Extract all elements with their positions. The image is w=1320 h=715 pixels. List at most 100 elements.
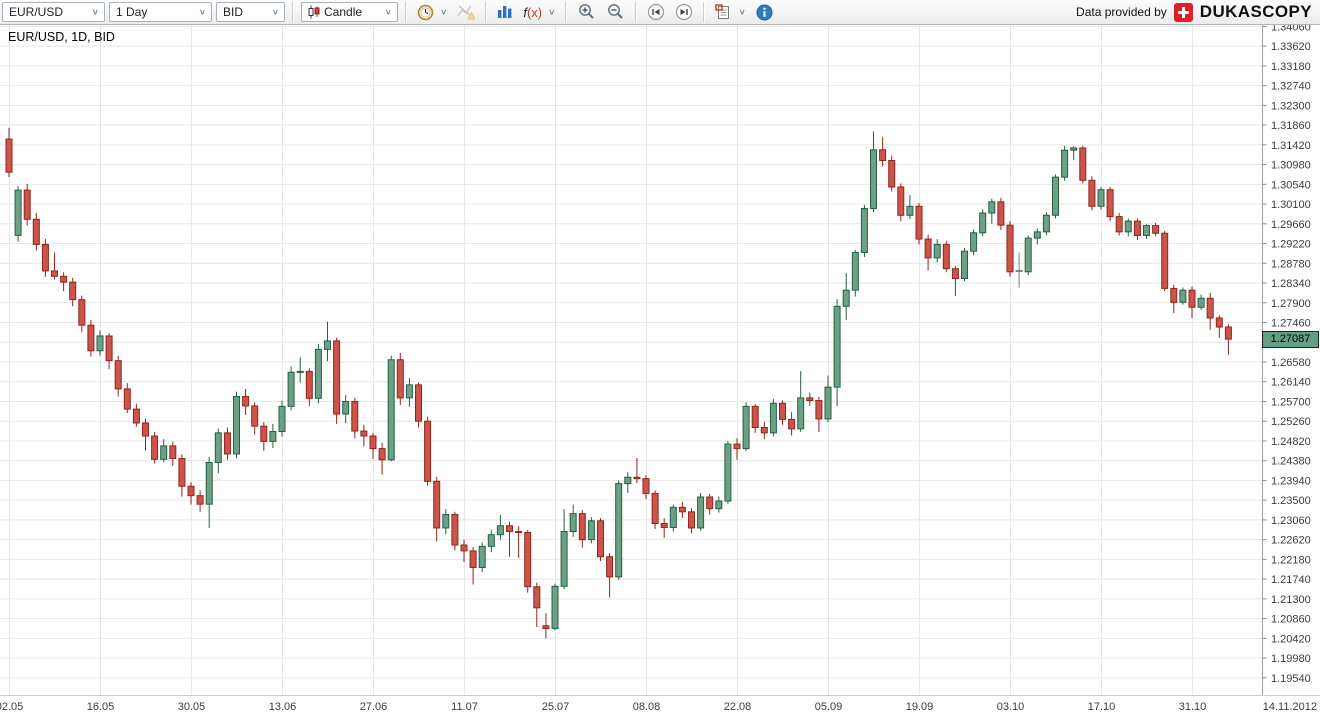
chevron-down-icon: ∨	[440, 7, 448, 17]
toolbar-separator	[292, 2, 294, 22]
svg-text:1.29220: 1.29220	[1271, 239, 1311, 251]
indicators-button[interactable]: f(x) ∨	[520, 2, 558, 22]
chevron-down-icon: ∨	[548, 7, 556, 17]
gridlines	[0, 24, 1262, 695]
chart-type-select[interactable]: Candle ∨	[301, 2, 398, 22]
svg-text:1.23060: 1.23060	[1271, 515, 1311, 527]
zoom-out-button[interactable]	[603, 2, 628, 22]
info-button[interactable]	[753, 2, 776, 22]
chevron-down-icon: ∨	[271, 7, 279, 17]
side-select[interactable]: BID ∨	[216, 2, 285, 22]
svg-text:02.05: 02.05	[0, 701, 23, 713]
clock-icon	[417, 4, 434, 21]
svg-text:13.06: 13.06	[269, 701, 297, 713]
chevron-down-icon: ∨	[384, 7, 392, 17]
svg-text:25.07: 25.07	[542, 701, 570, 713]
svg-text:16.05: 16.05	[87, 701, 115, 713]
toolbar-separator	[703, 2, 706, 22]
candle-icon	[308, 5, 320, 19]
dukascopy-logo[interactable]: DUKASCOPY	[1199, 2, 1312, 21]
svg-text:27.06: 27.06	[360, 701, 388, 713]
svg-text:1.21740: 1.21740	[1271, 574, 1311, 586]
svg-text:11.07: 11.07	[451, 701, 478, 713]
svg-text:1.28340: 1.28340	[1271, 278, 1311, 290]
svg-text:1.30540: 1.30540	[1271, 179, 1311, 191]
svg-text:1.22620: 1.22620	[1271, 535, 1311, 547]
svg-text:1.30980: 1.30980	[1271, 160, 1311, 172]
svg-text:1.31420: 1.31420	[1271, 140, 1311, 152]
svg-text:1.19540: 1.19540	[1271, 673, 1311, 685]
svg-text:1.28780: 1.28780	[1271, 258, 1311, 270]
skip-to-start-icon	[647, 3, 665, 21]
svg-text:1.20860: 1.20860	[1271, 614, 1311, 626]
svg-text:30.05: 30.05	[178, 701, 206, 713]
svg-text:1.29660: 1.29660	[1271, 219, 1311, 231]
last-price-badge: 1.27087	[1262, 331, 1319, 348]
svg-text:17.10: 17.10	[1088, 701, 1116, 713]
function-icon: f(x)	[523, 4, 543, 20]
svg-text:1.20420: 1.20420	[1271, 633, 1311, 645]
candles	[5, 127, 1232, 639]
chevron-down-icon: ∨	[91, 7, 99, 17]
svg-text:1.33180: 1.33180	[1271, 61, 1311, 73]
chart-type-select-value: Candle	[324, 5, 363, 19]
provider-prefix-label: Data provided by	[1076, 5, 1167, 19]
svg-text:03.10: 03.10	[997, 701, 1025, 713]
svg-text:05.09: 05.09	[815, 701, 843, 713]
svg-text:22.08: 22.08	[724, 701, 752, 713]
jump-to-start-button[interactable]	[644, 2, 668, 22]
svg-text:1.32300: 1.32300	[1271, 100, 1311, 112]
swiss-flag-icon	[1173, 2, 1193, 22]
svg-text:08.08: 08.08	[633, 701, 661, 713]
svg-text:1.23940: 1.23940	[1271, 475, 1311, 487]
svg-text:1.23500: 1.23500	[1271, 495, 1311, 507]
zoom-in-icon	[577, 3, 596, 21]
chevron-down-icon: ∨	[198, 7, 206, 17]
svg-text:1.24380: 1.24380	[1271, 456, 1311, 468]
chart-warning-icon	[457, 4, 476, 20]
chevron-down-icon: ∨	[738, 7, 746, 17]
skip-to-end-icon	[675, 3, 693, 21]
toolbar-separator	[635, 2, 638, 22]
svg-text:1.24820: 1.24820	[1271, 436, 1311, 448]
instrument-select-value: EUR/USD	[9, 5, 64, 19]
pattern-alert-button-disabled	[454, 2, 478, 22]
info-icon	[756, 4, 773, 21]
data-provider: Data provided by DUKASCOPY	[1076, 2, 1316, 22]
zoom-in-button[interactable]	[574, 2, 599, 22]
svg-text:1.32740: 1.32740	[1271, 81, 1311, 93]
svg-text:1.33620: 1.33620	[1271, 41, 1311, 53]
svg-text:1.31860: 1.31860	[1271, 120, 1311, 132]
svg-text:1.26140: 1.26140	[1271, 377, 1311, 389]
chart-title: EUR/USD, 1D, BID	[8, 30, 115, 44]
period-select[interactable]: 1 Day ∨	[109, 2, 212, 22]
toolbar-separator	[405, 2, 407, 22]
volume-chart-button[interactable]	[494, 2, 516, 22]
bar-chart-icon	[497, 5, 513, 19]
svg-text:1.25700: 1.25700	[1271, 396, 1311, 408]
svg-text:1.27460: 1.27460	[1271, 318, 1311, 330]
svg-text:1.26580: 1.26580	[1271, 357, 1311, 369]
svg-text:1.25260: 1.25260	[1271, 416, 1311, 428]
export-button[interactable]: ∨	[712, 2, 748, 22]
y-axis-labels: 1.340601.336201.331801.327401.323001.318…	[1262, 21, 1311, 685]
instrument-select[interactable]: EUR/USD ∨	[2, 2, 105, 22]
svg-text:1.19980: 1.19980	[1271, 653, 1311, 665]
jump-to-end-button[interactable]	[672, 2, 696, 22]
toolbar-separator	[485, 2, 488, 22]
toolbar: EUR/USD ∨ 1 Day ∨ BID ∨ Candle ∨	[0, 0, 1320, 25]
svg-text:1.21300: 1.21300	[1271, 594, 1311, 606]
time-settings-button[interactable]: ∨	[414, 2, 450, 22]
toolbar-separator	[565, 2, 568, 22]
period-select-value: 1 Day	[116, 5, 148, 19]
axis-current-date-label: 14.11.2012	[1262, 701, 1317, 713]
svg-text:31.10: 31.10	[1179, 701, 1207, 713]
svg-text:1.30100: 1.30100	[1271, 199, 1311, 211]
x-axis-labels: 02.05 16.05 30.05 13.06 27.06 11.07 25.07 08.08…	[0, 701, 1206, 713]
zoom-out-icon	[606, 3, 625, 21]
svg-text:19.09: 19.09	[906, 701, 934, 713]
side-select-value: BID	[223, 5, 244, 19]
export-icon	[715, 4, 732, 20]
